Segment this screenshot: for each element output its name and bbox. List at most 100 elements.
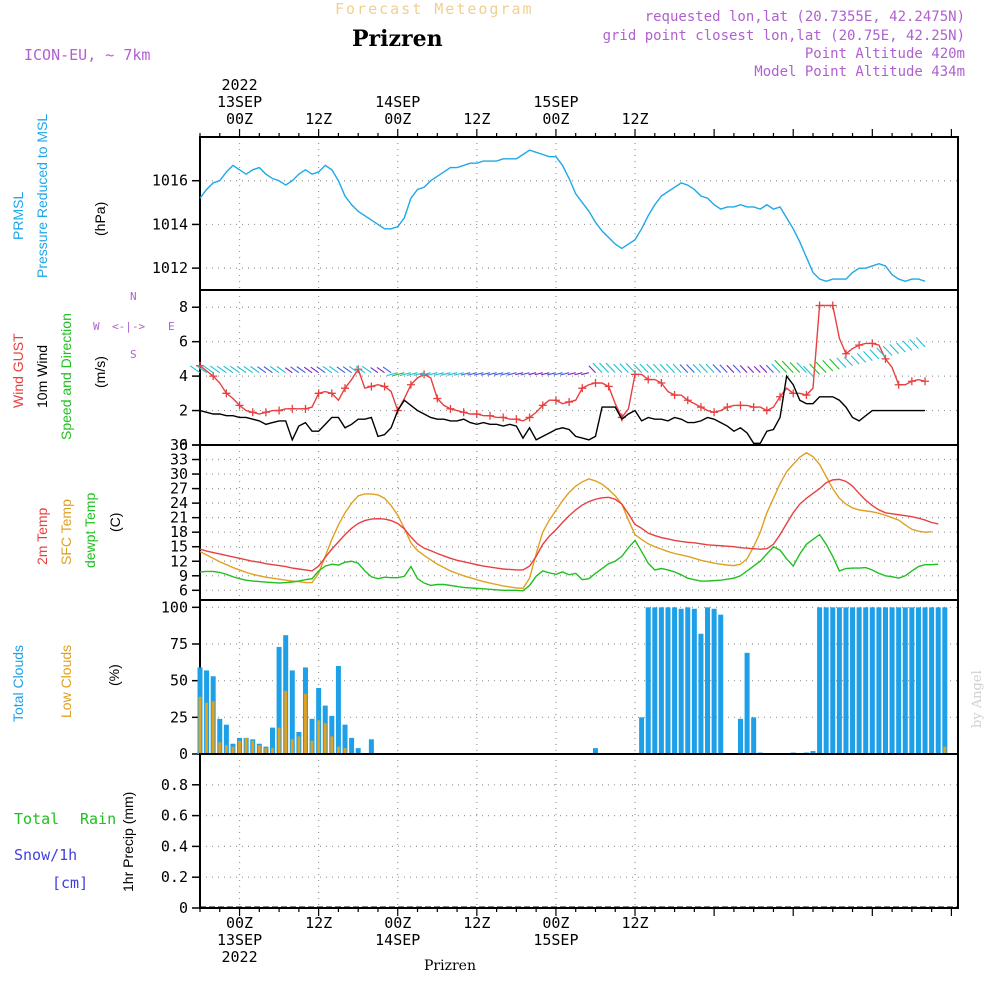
- total-cloud-bar: [718, 614, 724, 754]
- gust-marker: [446, 404, 455, 413]
- total-cloud-bar: [658, 607, 664, 754]
- wind-arrow: [633, 363, 643, 374]
- dewpt-line: [199, 533, 939, 592]
- wind-arrow: [781, 360, 794, 374]
- wind-arrow: [460, 372, 471, 376]
- low-cloud-bar: [271, 748, 274, 754]
- time-label-line: 14SEP: [375, 93, 421, 111]
- meteogram-title: Forecast Meteogram: [335, 0, 534, 18]
- grid-point-coords: grid point closest lon,lat (20.75E, 42.2…: [602, 28, 965, 44]
- bottom-time-label: 00Z 14SEP: [358, 915, 438, 949]
- total-cloud-bar: [335, 666, 341, 754]
- time-label-line: 2022: [221, 76, 258, 94]
- total-cloud-bar: [698, 633, 704, 754]
- gust-marker: [301, 404, 310, 413]
- wind-arrow: [581, 372, 590, 376]
- model-altitude: Model Point Altitude 434m: [754, 64, 965, 80]
- total-cloud-bar: [817, 607, 823, 754]
- wind-arrow: [528, 372, 537, 376]
- low-cloud-bar: [336, 746, 340, 754]
- wind-arrow: [480, 372, 491, 376]
- y-tick-label: 0.4: [161, 837, 188, 855]
- wind-arrow: [494, 372, 504, 376]
- gust-line: [199, 304, 926, 422]
- wind-arrow: [370, 367, 379, 374]
- y-tick-label: 36: [170, 436, 188, 454]
- gust-marker: [380, 382, 389, 391]
- total-cloud-bar: [850, 607, 856, 754]
- wind-arrow: [889, 344, 900, 355]
- total-cloud-bar: [355, 748, 361, 754]
- wind-arrow: [447, 372, 458, 376]
- time-label-line: 13SEP: [216, 93, 263, 111]
- y-tick-label: 0: [179, 745, 188, 763]
- total-cloud-bar: [909, 607, 915, 754]
- panel-prmsl: 1012 1014 1016: [152, 136, 959, 291]
- wind-arrow: [789, 362, 801, 374]
- wind-arrow: [209, 365, 221, 374]
- low-cloud-bar: [218, 742, 222, 754]
- gust-marker: [578, 384, 587, 393]
- low-cloud-bar: [343, 748, 347, 754]
- wind-arrow: [342, 366, 352, 374]
- gust-marker: [248, 408, 257, 417]
- wind-arrow: [705, 363, 715, 374]
- compass-e: E: [168, 320, 175, 333]
- wind-arrow: [216, 365, 227, 374]
- panel-precipitation: 0 0.2 0.4 0.6 0.8: [161, 753, 959, 917]
- gust-marker: [921, 377, 930, 386]
- top-time-label: 12Z: [279, 111, 359, 128]
- wind-arrow: [413, 372, 425, 376]
- gust-marker: [525, 413, 534, 422]
- wind-arrow: [774, 359, 788, 374]
- wind-arrow: [665, 363, 675, 374]
- wind-arrow: [392, 372, 405, 377]
- low-cloud-bar: [310, 740, 314, 754]
- gust-marker: [275, 406, 284, 415]
- total-cloud-bar: [269, 727, 276, 754]
- pressure-line: [199, 149, 926, 282]
- time-label-line: 12Z: [621, 914, 649, 932]
- wind-arrow: [619, 363, 629, 374]
- gust-marker: [288, 404, 297, 413]
- wind-arrow: [732, 364, 741, 374]
- total-cloud-bar: [592, 748, 598, 754]
- y-tick-label: 15: [170, 538, 188, 556]
- total-cloud-bar: [276, 646, 282, 754]
- wind-arrow: [361, 365, 372, 374]
- model-label: ICON-EU, ~ 7km: [24, 46, 151, 64]
- wind-arrow: [567, 372, 576, 376]
- wind-arrow: [440, 372, 451, 376]
- time-label-line: 00Z: [542, 914, 570, 932]
- gust-marker: [644, 375, 653, 384]
- time-label-line: 00Z: [542, 110, 570, 128]
- gust-marker: [235, 401, 244, 410]
- bottom-location-label: Prizren: [424, 958, 476, 974]
- total-cloud-bar: [349, 737, 355, 754]
- compass-w: W: [93, 320, 100, 333]
- low-cloud-bar: [211, 701, 215, 754]
- panel-frame: [199, 753, 959, 909]
- gust-marker: [631, 370, 640, 379]
- gust-marker: [670, 391, 679, 400]
- time-label-line: 12Z: [621, 110, 649, 128]
- wind-arrow: [487, 372, 497, 376]
- wind-arrow: [876, 347, 886, 358]
- wind-arrow: [276, 366, 287, 374]
- wind-arrow: [427, 372, 438, 376]
- y-tick-label: 8: [179, 298, 188, 316]
- wind-arrow: [902, 340, 913, 351]
- gust-marker: [894, 380, 903, 389]
- total-cloud-bar: [223, 724, 229, 754]
- total-cloud-bar: [309, 718, 315, 754]
- y-tick-label: 75: [170, 635, 188, 653]
- total-cloud-bar: [896, 607, 902, 754]
- wind-arrow: [753, 365, 761, 374]
- wind-arrow: [896, 342, 906, 353]
- total-cloud-bar: [876, 607, 882, 754]
- wind-arrow: [771, 363, 781, 374]
- y-tick-label: 100: [161, 598, 188, 616]
- total-cloud-bar: [737, 718, 743, 754]
- compass-s: S: [130, 348, 137, 361]
- wind-arrow: [467, 372, 477, 376]
